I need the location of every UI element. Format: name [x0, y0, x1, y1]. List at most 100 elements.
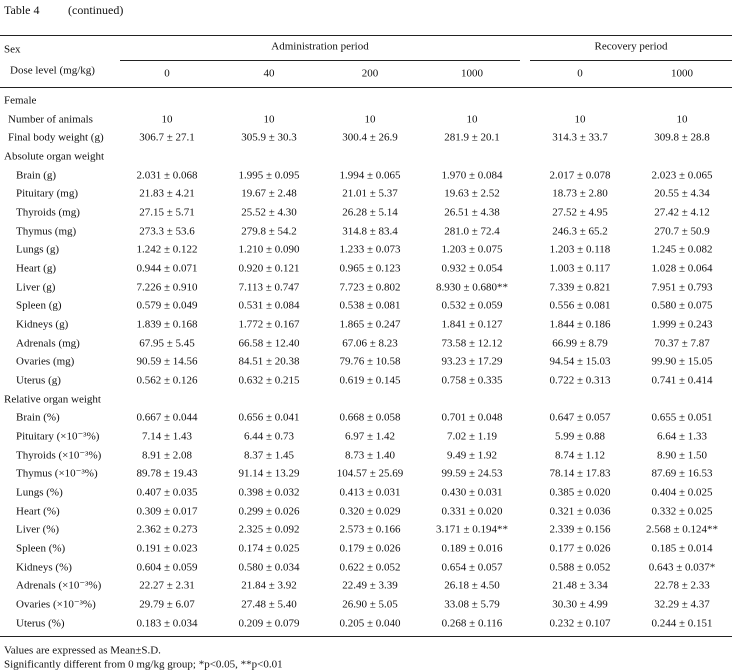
- cell: 0.191 ± 0.023: [136, 542, 198, 555]
- cell: 0.562 ± 0.126: [136, 374, 198, 387]
- row-label: Spleen (g): [16, 299, 62, 312]
- cell: 9.49 ± 1.92: [446, 449, 498, 462]
- cell: 0.604 ± 0.059: [136, 561, 198, 574]
- cell: 21.83 ± 4.21: [139, 187, 195, 200]
- cell: 0.268 ± 0.116: [441, 617, 503, 630]
- cell: 314.3 ± 33.7: [552, 131, 608, 144]
- cell: 273.3 ± 53.6: [139, 225, 195, 238]
- cell: 6.64 ± 1.33: [656, 430, 708, 443]
- header-rule: [0, 87, 732, 88]
- cell: 1.003 ± 0.117: [549, 262, 611, 275]
- cell: 300.4 ± 26.9: [342, 131, 398, 144]
- cell: 0.944 ± 0.071: [136, 262, 198, 275]
- cell: 0.531 ± 0.084: [238, 299, 300, 312]
- cell: 279.8 ± 54.2: [241, 225, 297, 238]
- cell: 0.538 ± 0.081: [339, 299, 401, 312]
- cell: 1.242 ± 0.122: [136, 243, 198, 256]
- cell: 0.655 ± 0.051: [651, 411, 713, 424]
- cell: 21.01 ± 5.37: [342, 187, 398, 200]
- cell: 6.44 ± 0.73: [243, 430, 295, 443]
- cell: 7.02 ± 1.19: [446, 430, 498, 443]
- cell: 90.59 ± 14.56: [136, 355, 198, 368]
- cell: 93.23 ± 17.29: [441, 355, 503, 368]
- row-label: Brain (%): [16, 411, 60, 424]
- footnote: Significantly different from 0 mg/kg gro…: [4, 658, 283, 671]
- cell: 0.619 ± 0.145: [339, 374, 401, 387]
- cell: 29.79 ± 6.07: [139, 598, 195, 611]
- cell: 66.99 ± 8.79: [552, 337, 608, 350]
- bottom-rule: [0, 636, 732, 637]
- cell: 281.9 ± 20.1: [444, 131, 500, 144]
- cell: 10: [364, 113, 376, 126]
- row-label: Number of animals: [8, 113, 93, 126]
- cell: 1.233 ± 0.073: [339, 243, 401, 256]
- cell: 26.18 ± 4.50: [444, 579, 500, 592]
- cell: 10: [574, 113, 586, 126]
- cell: 0.932 ± 0.054: [441, 262, 503, 275]
- cell: 0.622 ± 0.052: [339, 561, 401, 574]
- cell: 0.407 ± 0.035: [136, 486, 198, 499]
- cell: 99.59 ± 24.53: [441, 467, 503, 480]
- row-label: Thyroids (×10⁻³%): [16, 449, 102, 462]
- cell: 0.398 ± 0.032: [238, 486, 300, 499]
- cell: 0.654 ± 0.057: [441, 561, 503, 574]
- footnote: Values are expressed as Mean±S.D.: [4, 644, 161, 657]
- cell: 0.722 ± 0.313: [549, 374, 611, 387]
- cell: 1.203 ± 0.118: [549, 243, 611, 256]
- cell: 1.999 ± 0.243: [651, 318, 713, 331]
- cell: 0.205 ± 0.040: [339, 617, 401, 630]
- cell: 0.647 ± 0.057: [549, 411, 611, 424]
- row-label: Final body weight (g): [8, 131, 104, 144]
- cell: 91.14 ± 13.29: [238, 467, 300, 480]
- row-label: Lungs (g): [16, 243, 60, 256]
- row-label: Uterus (g): [16, 374, 61, 387]
- row-label: Spleen (%): [16, 542, 66, 555]
- cell: 1.028 ± 0.064: [651, 262, 713, 275]
- cell: 0.179 ± 0.026: [339, 542, 401, 555]
- cell: 27.48 ± 5.40: [241, 598, 297, 611]
- cell: 309.8 ± 28.8: [654, 131, 710, 144]
- row-label: Kidneys (g): [16, 318, 69, 331]
- cell: 1.994 ± 0.065: [339, 169, 401, 182]
- cell: 0.701 ± 0.048: [441, 411, 503, 424]
- cell: 33.08 ± 5.79: [444, 598, 500, 611]
- cell: 0.321 ± 0.036: [549, 505, 611, 518]
- group-rule: [120, 60, 520, 61]
- cell: 1.245 ± 0.082: [651, 243, 713, 256]
- cell: 281.0 ± 72.4: [444, 225, 500, 238]
- cell: 26.51 ± 4.38: [444, 206, 500, 219]
- cell: 0.758 ± 0.335: [441, 374, 503, 387]
- cell: 26.28 ± 5.14: [342, 206, 398, 219]
- cell: 0.965 ± 0.123: [339, 262, 401, 275]
- cell: 67.06 ± 8.23: [342, 337, 398, 350]
- cell: 27.15 ± 5.71: [139, 206, 195, 219]
- cell: 20.55 ± 4.34: [654, 187, 710, 200]
- cell: 2.031 ± 0.068: [136, 169, 198, 182]
- cell: 99.90 ± 15.05: [651, 355, 713, 368]
- cell: 3.171 ± 0.194**: [435, 523, 509, 536]
- cell: 305.9 ± 30.3: [241, 131, 297, 144]
- cell: 1.772 ± 0.167: [238, 318, 300, 331]
- cell: 21.84 ± 3.92: [241, 579, 297, 592]
- cell: 0.404 ± 0.025: [651, 486, 713, 499]
- cell: 0.299 ± 0.026: [238, 505, 300, 518]
- cell: 22.49 ± 3.39: [342, 579, 398, 592]
- row-label: Heart (%): [16, 505, 60, 518]
- cell: 21.48 ± 3.34: [552, 579, 608, 592]
- cell: 0.656 ± 0.041: [238, 411, 300, 424]
- cell: 18.73 ± 2.80: [552, 187, 608, 200]
- row-label: Adrenals (×10⁻³%): [16, 579, 102, 592]
- row-label: Kidneys (%): [16, 561, 72, 574]
- dose-header: 0: [577, 67, 583, 80]
- cell: 5.99 ± 0.88: [554, 430, 606, 443]
- dose-header: 0: [164, 67, 170, 80]
- cell: 78.14 ± 17.83: [549, 467, 611, 480]
- cell: 0.920 ± 0.121: [238, 262, 300, 275]
- cell: 0.332 ± 0.025: [651, 505, 713, 518]
- cell: 19.63 ± 2.52: [444, 187, 500, 200]
- cell: 6.97 ± 1.42: [344, 430, 396, 443]
- cell: 87.69 ± 16.53: [651, 467, 713, 480]
- cell: 26.90 ± 5.05: [342, 598, 398, 611]
- section-label: Relative organ weight: [4, 393, 101, 406]
